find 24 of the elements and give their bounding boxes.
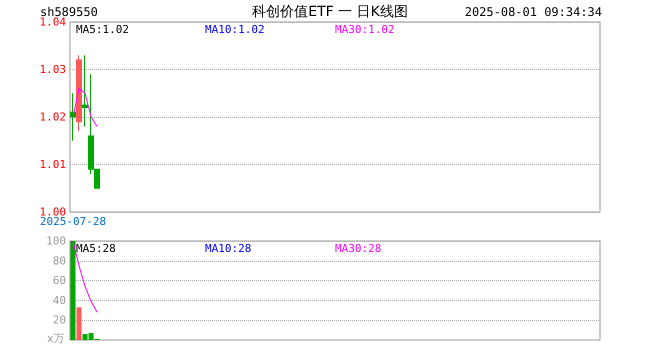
bar (70, 241, 76, 340)
bar (76, 307, 82, 340)
annotation: MA30:28 (335, 242, 382, 255)
candlestick (82, 54, 88, 127)
y-tick-label: 60 (52, 274, 66, 288)
y-tick-label: 40 (52, 294, 66, 307)
y-axis-title: x万 (47, 332, 65, 345)
annotation: MA5:1.02 (76, 23, 129, 36)
y-tick-label: 1.02 (40, 110, 66, 124)
line-series (72, 88, 98, 127)
y-tick-label: 100 (46, 234, 66, 248)
y-tick-label: 80 (52, 254, 66, 268)
text: 2025-08-01 09:34:34 (464, 5, 602, 19)
annotation: MA30:1.02 (335, 23, 395, 36)
annotation: MA5:28 (76, 242, 116, 255)
y-tick-label: 1.03 (40, 63, 66, 76)
annotation: MA10:28 (205, 242, 252, 255)
candlestick (76, 54, 82, 132)
y-tick-label: 20 (52, 314, 66, 327)
annotation: MA10:1.02 (205, 23, 265, 36)
chart-title: 科创价值ETF 一 日K线图 (252, 4, 408, 20)
y-tick-label: 1.01 (40, 158, 66, 171)
candlestick (70, 92, 76, 142)
x-tick-label: 2025-07-28 (40, 215, 106, 228)
